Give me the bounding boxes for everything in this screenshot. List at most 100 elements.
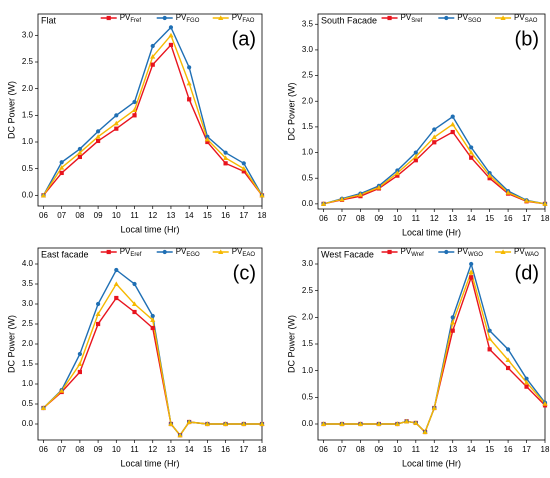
marker: [413, 420, 419, 425]
y-tick-label: 3.0: [22, 299, 34, 308]
marker: [150, 62, 155, 67]
legend-label: PVEGO: [176, 247, 200, 257]
x-axis-label: Local time (Hr): [120, 224, 179, 234]
y-tick-label: 2.0: [302, 96, 314, 105]
marker: [259, 192, 265, 198]
marker: [320, 421, 327, 426]
marker: [524, 384, 529, 389]
marker: [95, 134, 101, 139]
marker: [95, 129, 101, 134]
x-tick-label: 07: [338, 445, 347, 454]
x-tick-label: 13: [166, 211, 175, 220]
x-tick-label: 08: [356, 214, 365, 223]
marker: [422, 429, 428, 434]
marker: [131, 107, 138, 112]
marker: [204, 421, 210, 426]
x-tick-label: 15: [203, 445, 212, 454]
x-tick-label: 17: [522, 214, 531, 223]
marker: [450, 315, 455, 320]
marker: [450, 328, 455, 333]
x-tick-label: 14: [185, 445, 194, 454]
x-tick-label: 15: [485, 445, 494, 454]
marker: [223, 161, 228, 166]
x-tick-label: 12: [148, 211, 157, 220]
series-line: [42, 268, 262, 437]
marker: [150, 43, 155, 49]
marker: [222, 421, 229, 426]
marker: [450, 320, 456, 325]
marker: [469, 261, 474, 267]
x-tick-label: 06: [39, 445, 48, 454]
legend-marker: [106, 15, 111, 21]
marker: [204, 136, 210, 142]
marker: [187, 65, 192, 70]
marker: [150, 313, 155, 319]
marker: [241, 166, 247, 171]
marker: [132, 281, 137, 287]
marker: [114, 113, 119, 118]
x-tick-label: 17: [239, 445, 248, 454]
marker: [132, 99, 137, 105]
y-tick-label: 0.0: [302, 419, 314, 428]
x-axis-label: Local time (Hr): [402, 227, 461, 237]
marker: [168, 25, 174, 30]
legend-label: PVFAO: [232, 13, 255, 23]
marker: [450, 129, 455, 135]
marker: [431, 134, 437, 140]
panel-label: (a): [232, 28, 256, 50]
x-axis-label: Local time (Hr): [120, 458, 179, 468]
y-tick-label: 0.0: [22, 190, 34, 199]
series-line: [42, 282, 262, 437]
legend-marker: [444, 249, 449, 255]
legend-marker: [218, 15, 224, 20]
marker: [241, 421, 247, 426]
x-tick-label: 18: [258, 445, 267, 454]
x-tick-label: 17: [239, 211, 248, 220]
x-tick-label: 11: [130, 211, 139, 220]
legend-marker: [162, 249, 167, 255]
marker: [320, 201, 327, 206]
marker: [432, 140, 437, 145]
x-tick-label: 08: [75, 445, 84, 454]
y-tick-label: 1.5: [22, 359, 34, 368]
marker: [469, 145, 474, 150]
marker: [59, 165, 65, 170]
marker: [114, 126, 119, 131]
marker: [132, 113, 137, 118]
marker: [450, 114, 455, 119]
legend-label: PVSGO: [457, 13, 481, 23]
marker: [413, 154, 419, 159]
marker: [431, 405, 437, 410]
marker: [403, 418, 410, 424]
y-tick-label: 2.0: [22, 339, 34, 348]
marker: [469, 155, 474, 160]
marker: [376, 184, 382, 190]
marker: [168, 421, 174, 426]
x-tick-label: 07: [57, 211, 66, 220]
marker: [339, 196, 345, 202]
plot-frame: [37, 13, 263, 207]
y-tick-label: 2.0: [22, 84, 34, 93]
marker: [205, 134, 210, 139]
y-tick-label: 2.5: [22, 57, 34, 66]
y-tick-label: 1.5: [302, 122, 314, 131]
x-tick-label: 06: [319, 214, 328, 223]
marker: [113, 281, 119, 286]
x-tick-label: 13: [448, 214, 457, 223]
x-tick-label: 07: [57, 445, 66, 454]
marker: [114, 295, 119, 301]
legend-marker: [444, 15, 449, 21]
marker: [487, 173, 493, 178]
marker: [223, 150, 228, 155]
marker: [150, 54, 156, 59]
panel-title: South Facade: [321, 15, 377, 25]
marker: [95, 321, 101, 327]
marker: [40, 192, 47, 198]
marker: [95, 311, 101, 316]
x-tick-label: 12: [430, 445, 439, 454]
legend-label: PVSAO: [514, 13, 538, 23]
y-tick-label: 2.0: [302, 312, 314, 321]
x-tick-label: 16: [221, 445, 230, 454]
legend-marker: [387, 15, 392, 21]
